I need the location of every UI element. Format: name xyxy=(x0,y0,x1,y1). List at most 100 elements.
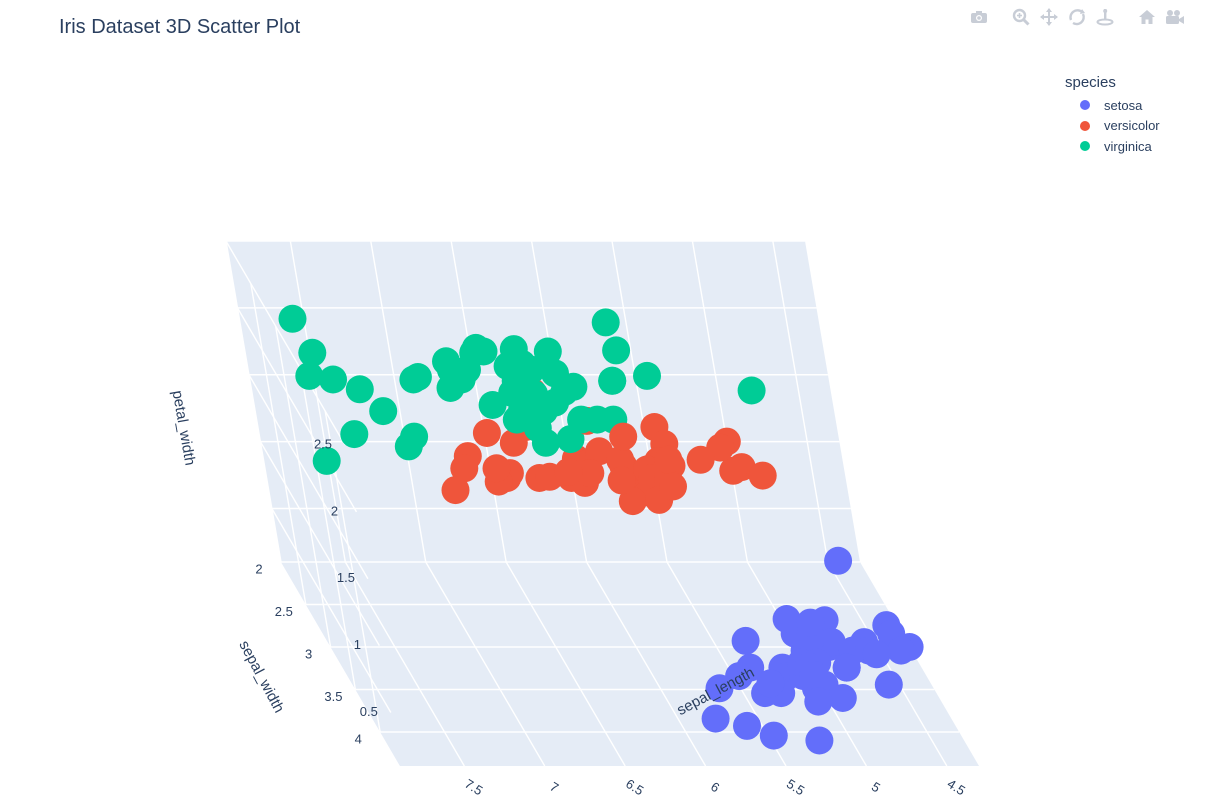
point-setosa[interactable] xyxy=(804,687,833,716)
point-setosa[interactable] xyxy=(832,653,861,682)
point-virginica[interactable] xyxy=(737,376,766,405)
z-tick-label: 2.5 xyxy=(314,436,332,451)
point-virginica[interactable] xyxy=(278,304,307,333)
point-virginica[interactable] xyxy=(523,414,552,443)
point-setosa[interactable] xyxy=(862,640,891,669)
legend-swatch xyxy=(1080,100,1090,111)
legend-item-setosa[interactable]: setosa xyxy=(1065,95,1160,116)
x-tick-label: 6 xyxy=(708,779,722,796)
point-versicolor[interactable] xyxy=(748,461,777,490)
x-tick-label: 7.5 xyxy=(462,776,485,798)
point-virginica[interactable] xyxy=(403,363,432,391)
point-virginica[interactable] xyxy=(508,395,537,424)
point-virginica[interactable] xyxy=(478,391,507,419)
point-virginica[interactable] xyxy=(295,361,324,390)
pan-icon[interactable] xyxy=(1038,7,1060,27)
point-virginica[interactable] xyxy=(469,337,498,366)
point-virginica[interactable] xyxy=(591,308,620,337)
y-tick-label: 3.5 xyxy=(324,689,342,704)
z-axis-title: petal_width xyxy=(169,389,199,467)
z-tick-label: 0.5 xyxy=(360,704,378,719)
point-versicolor[interactable] xyxy=(606,445,635,474)
point-virginica[interactable] xyxy=(598,366,627,395)
legend-swatch xyxy=(1080,141,1090,152)
point-virginica[interactable] xyxy=(559,372,588,401)
point-setosa[interactable] xyxy=(874,670,903,699)
point-virginica[interactable] xyxy=(517,355,546,384)
point-setosa[interactable] xyxy=(805,726,834,755)
point-versicolor[interactable] xyxy=(554,457,583,486)
point-virginica[interactable] xyxy=(312,446,341,475)
point-setosa[interactable] xyxy=(701,704,730,733)
z-gridline xyxy=(259,441,380,646)
turntable-icon[interactable] xyxy=(1094,7,1116,27)
z-gridline xyxy=(271,508,392,713)
point-versicolor[interactable] xyxy=(609,422,638,451)
point-versicolor[interactable] xyxy=(654,445,683,474)
x-tick-label: 6.5 xyxy=(623,776,646,798)
camera-view-icon[interactable] xyxy=(1164,7,1186,27)
z-tick-label: 1 xyxy=(354,637,361,652)
point-versicolor[interactable] xyxy=(659,472,687,501)
point-setosa[interactable] xyxy=(731,626,760,655)
point-versicolor[interactable] xyxy=(618,487,647,516)
point-virginica[interactable] xyxy=(400,422,429,451)
z-gridline xyxy=(225,240,346,446)
camera-icon[interactable] xyxy=(968,7,990,27)
y-tick-label: 3 xyxy=(305,646,312,661)
legend-label: virginica xyxy=(1104,138,1152,154)
x-tick-label: 5 xyxy=(869,779,883,796)
y-tick-label: 4 xyxy=(355,731,362,746)
home-icon[interactable] xyxy=(1136,7,1158,27)
point-versicolor[interactable] xyxy=(686,445,715,474)
y-tick-label: 2 xyxy=(255,561,262,576)
point-versicolor[interactable] xyxy=(441,476,470,505)
point-setosa[interactable] xyxy=(796,608,825,637)
legend-item-versicolor[interactable]: versicolor xyxy=(1065,116,1160,137)
y-axis-title: sepal_width xyxy=(235,638,287,716)
point-virginica[interactable] xyxy=(602,336,631,365)
z-tick-label: 2 xyxy=(331,503,338,518)
point-virginica[interactable] xyxy=(340,420,369,449)
point-setosa[interactable] xyxy=(817,628,846,657)
z-tick-label: 1.5 xyxy=(337,570,355,585)
point-versicolor[interactable] xyxy=(499,428,528,457)
legend-swatch xyxy=(1080,120,1090,131)
point-setosa[interactable] xyxy=(705,674,734,703)
point-virginica[interactable] xyxy=(345,375,374,404)
point-versicolor[interactable] xyxy=(450,454,479,483)
point-versicolor[interactable] xyxy=(482,454,511,483)
point-setosa[interactable] xyxy=(756,669,785,698)
point-versicolor[interactable] xyxy=(585,437,614,466)
point-virginica[interactable] xyxy=(633,361,661,390)
point-setosa[interactable] xyxy=(824,546,853,575)
point-virginica[interactable] xyxy=(369,397,398,426)
point-virginica[interactable] xyxy=(533,337,562,366)
legend: species setosa versicolor virginica xyxy=(1065,74,1160,157)
z-gridline xyxy=(248,374,369,580)
point-virginica[interactable] xyxy=(298,338,327,367)
point-virginica[interactable] xyxy=(319,365,347,394)
point-setosa[interactable] xyxy=(887,636,916,665)
legend-label: versicolor xyxy=(1104,118,1160,134)
x-tick-label: 7 xyxy=(547,779,561,796)
point-setosa[interactable] xyxy=(772,605,801,633)
point-versicolor[interactable] xyxy=(576,459,605,488)
point-versicolor[interactable] xyxy=(607,466,636,495)
point-versicolor[interactable] xyxy=(472,419,501,447)
point-setosa[interactable] xyxy=(733,711,761,740)
modebar xyxy=(968,7,1205,27)
zoom-icon[interactable] xyxy=(1010,7,1032,27)
point-virginica[interactable] xyxy=(453,355,481,384)
point-setosa[interactable] xyxy=(828,684,857,712)
legend-title: species xyxy=(1065,74,1116,91)
point-setosa[interactable] xyxy=(759,721,788,750)
x-tick-label: 5.5 xyxy=(784,776,807,798)
legend-item-virginica[interactable]: virginica xyxy=(1065,136,1160,157)
orbit-icon[interactable] xyxy=(1066,7,1088,27)
point-setosa[interactable] xyxy=(799,660,828,689)
y-tick-label: 2.5 xyxy=(275,604,293,619)
point-virginica[interactable] xyxy=(493,352,522,381)
point-versicolor[interactable] xyxy=(719,456,748,485)
